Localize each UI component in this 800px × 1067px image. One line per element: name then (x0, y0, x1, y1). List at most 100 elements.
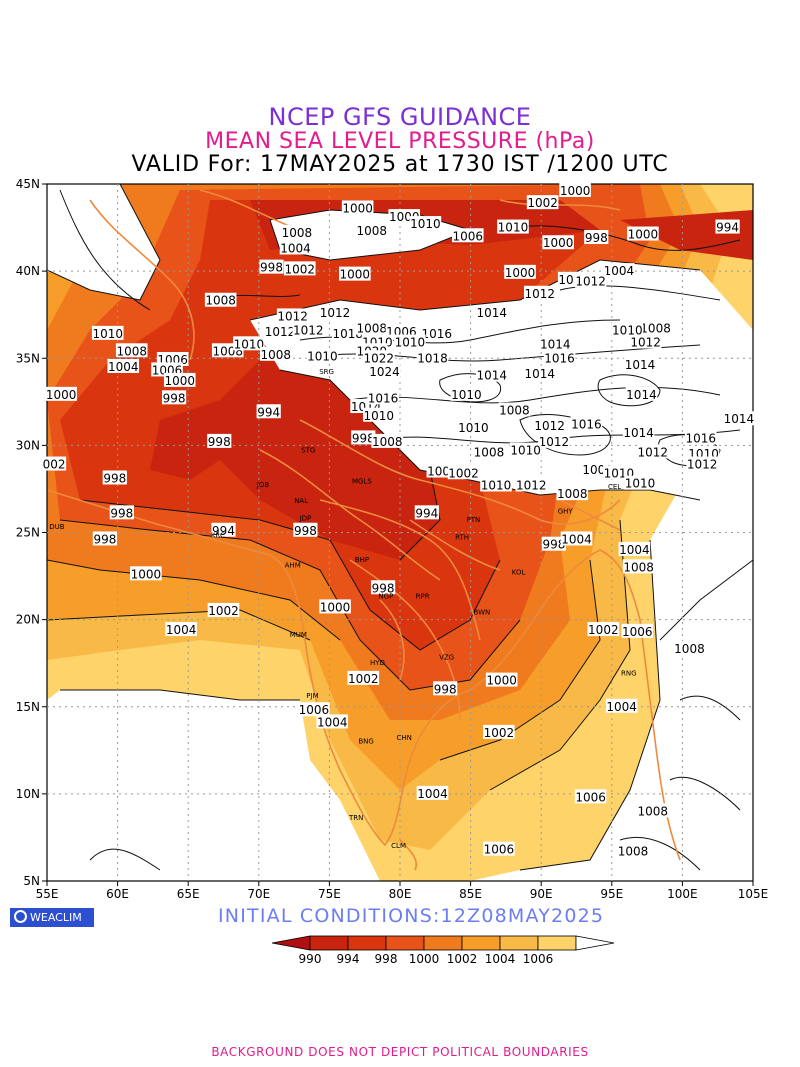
contour-label-box (394, 334, 426, 349)
contour-label-text: 998 (103, 471, 126, 485)
contour-label-box (204, 292, 237, 307)
contour-label-box (363, 407, 395, 422)
contour-label-box (574, 789, 607, 804)
city-label: BWN (474, 608, 491, 616)
contour-label-text: 1012 (516, 478, 547, 492)
contour-label-text: 1004 (606, 700, 637, 714)
contour-label-box (370, 580, 396, 595)
lon-label: 65E (177, 887, 200, 901)
latitude-labels: 45N 40N 35N 30N 25N 20N 15N 10N 5N (16, 177, 40, 888)
contour-label-text: 1004 (619, 543, 650, 557)
contour-label-text: 1006 (484, 843, 515, 857)
contour-label-text: 998 (260, 261, 283, 275)
contour-label-text: 1000 (320, 600, 351, 614)
contour-label: 998 (161, 390, 187, 405)
contour-label-text: 1010 (510, 444, 541, 458)
contour-label-box (587, 622, 620, 637)
weaclim-logo: WEACLIM (10, 908, 94, 927)
contour-label: 1008 (673, 641, 706, 656)
contour-label-box (625, 386, 658, 401)
contour-label: 1004 (316, 714, 349, 729)
contour-label: 1012 (686, 456, 718, 472)
contour-label-text: 1008 (674, 642, 705, 656)
contour-label-box (319, 304, 351, 319)
contour-label: 1000 (504, 264, 536, 280)
contour-label-text: 1000 (628, 228, 659, 242)
contour-label-box (363, 350, 395, 365)
city-label: MUM (290, 631, 307, 639)
contour-label-text: 1010 (481, 478, 512, 492)
contour-label: 1014 (475, 304, 508, 320)
title-line-1: NCEP GFS GUIDANCE (268, 103, 532, 131)
contour-label: 1010 (457, 419, 490, 435)
city-label: PTN (467, 516, 481, 524)
longitude-labels: 55E 60E 65E 70E 75E 80E 85E 90E 95E 100E 105E (36, 887, 769, 901)
contour-label: 1004 (603, 263, 635, 278)
legend-arrow-low (271, 935, 311, 951)
contour-label-box (451, 228, 484, 243)
city-label: GHY (558, 507, 574, 515)
contour-label-box (447, 465, 480, 480)
legend-swatch (423, 935, 463, 951)
contour-label-box (686, 456, 718, 471)
contour-label: 1002 (587, 622, 620, 637)
contour-label: 1002 (347, 670, 380, 686)
contour-label-box (283, 261, 316, 276)
contour-label-box (483, 841, 515, 856)
contour-label-text: 994 (716, 221, 739, 235)
contour-label-text: 1000 (340, 268, 371, 282)
contour-label: 1000 (559, 182, 591, 198)
contour-label-text: 1002 (448, 466, 479, 480)
southeast-high (600, 560, 753, 881)
contour-label: 1008 (204, 292, 237, 308)
contour-label: 1008 (473, 444, 505, 459)
contour-label-box (497, 219, 529, 234)
contour-label: 1014 (475, 367, 508, 383)
contour-label-box (723, 411, 755, 426)
contour-label: 1008 (498, 402, 531, 418)
city-label: HYD (370, 659, 385, 667)
contour-label: 998 (351, 430, 376, 445)
contour-label-box (109, 505, 134, 520)
contour-label-box (556, 486, 589, 501)
contour-label: 998 (109, 505, 134, 520)
contour-label: 1002 (447, 465, 480, 480)
contour-label-box (483, 724, 515, 739)
contour-label: 1012 (276, 308, 309, 323)
contour-label: 1012 (629, 334, 662, 350)
contour-label-text: 1000 (505, 266, 536, 280)
contour-label-text: 1000 (486, 674, 517, 688)
contour-label-text: 1010 (364, 409, 395, 423)
contour-label-text: 998 (542, 538, 565, 552)
contour-label: 1002 (207, 602, 240, 618)
contour-label-text: 1014 (525, 367, 556, 381)
contour-label-box (475, 367, 508, 382)
contour-label-text: 1004 (280, 241, 311, 255)
lat-label: 15N (16, 700, 40, 714)
contour-label: 998 (207, 433, 232, 449)
contour-label: 1012 (636, 444, 669, 459)
contour-label: 1010 (450, 386, 483, 402)
contour-label-box (207, 433, 232, 448)
contour-label-box (355, 320, 388, 335)
lat-label: 45N (16, 177, 40, 191)
logo-ring-icon (14, 910, 27, 923)
contour-label-box (480, 477, 512, 492)
contour-label-box (639, 320, 672, 335)
contour-label-box (281, 224, 313, 239)
contour-label: 1014 (523, 365, 556, 381)
contour-label-box (306, 348, 339, 363)
contour-label: 1012 (523, 285, 556, 301)
contour-label-box (603, 263, 635, 278)
contour-label-text: 1014 (477, 369, 508, 383)
contour-label-box (617, 843, 649, 858)
contour-label-box (450, 386, 483, 401)
contour-label: 994 (211, 522, 236, 538)
brand-text: WEACLIM (30, 911, 82, 924)
contour-label-text: 1002 (588, 623, 619, 637)
contour-label-box (504, 264, 536, 279)
contour-label: 1016 (367, 390, 399, 405)
lon-label: 60E (106, 887, 129, 901)
lon-label: 95E (600, 887, 623, 901)
